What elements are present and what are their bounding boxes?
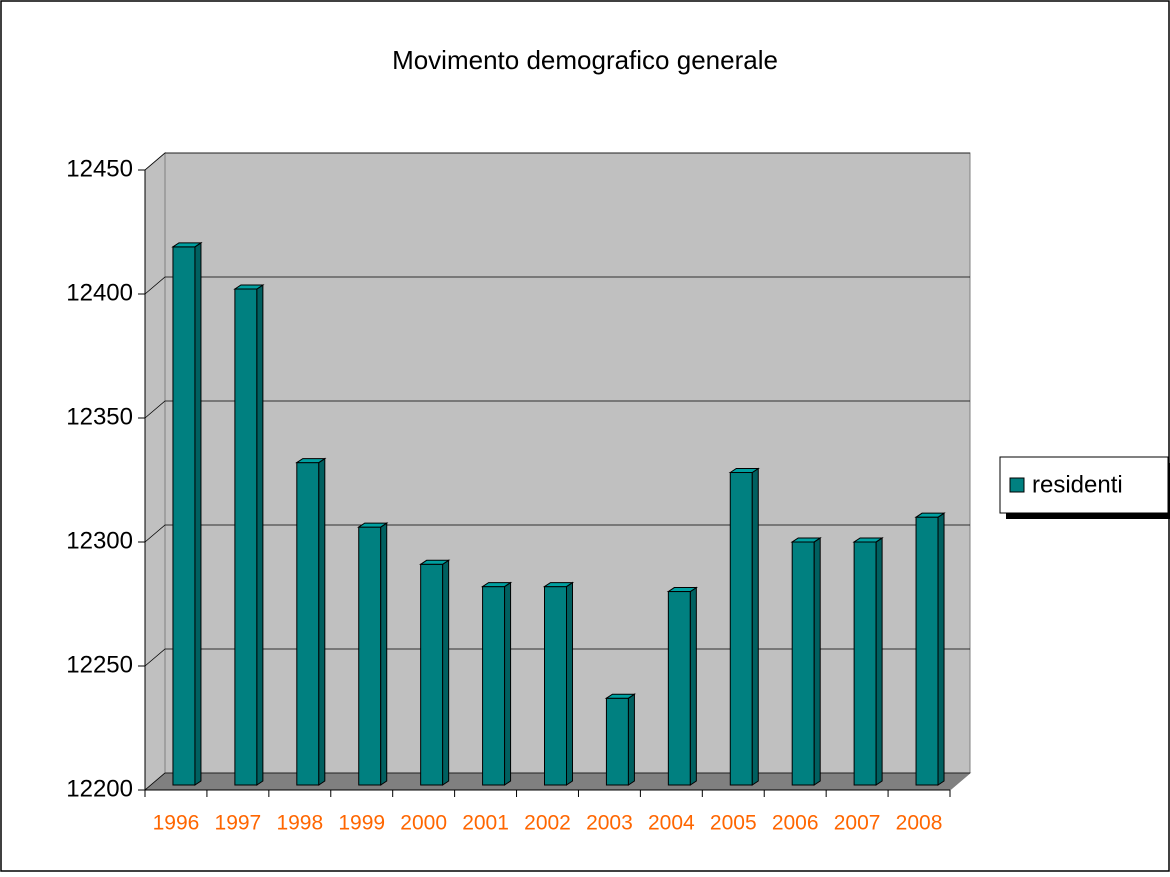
x-tick-label: 1996 <box>153 812 200 835</box>
legend: residenti <box>999 456 1170 519</box>
x-tick-label: 1998 <box>276 812 323 835</box>
x-tick-label: 2006 <box>772 812 819 835</box>
x-tick-label: 2004 <box>648 812 695 835</box>
x-tick-label: 2003 <box>586 812 633 835</box>
bar <box>853 541 877 786</box>
bar <box>605 697 629 786</box>
bar-side <box>442 559 450 786</box>
grid-line <box>144 400 970 419</box>
bar <box>358 526 382 786</box>
grid-line <box>144 152 970 171</box>
x-tick-label: 1997 <box>215 812 262 835</box>
x-tick-label: 2008 <box>896 812 943 835</box>
bar-side <box>318 457 326 786</box>
bar-top <box>790 537 822 543</box>
bar-side <box>689 586 697 786</box>
x-tick-label: 2005 <box>710 812 757 835</box>
bar <box>729 472 753 786</box>
bar-top <box>914 512 946 518</box>
bar-side <box>380 522 388 786</box>
legend-swatch <box>1009 477 1025 493</box>
y-tick-label: 12400 <box>66 279 133 306</box>
x-tick-label: 2007 <box>834 812 881 835</box>
bar-side <box>566 581 573 786</box>
bar-top <box>171 242 203 248</box>
bar <box>791 541 815 786</box>
x-tick-label: 1999 <box>338 812 385 835</box>
bar-top <box>419 559 451 565</box>
bar-side <box>937 512 945 786</box>
bar-side <box>256 284 264 786</box>
legend-label: residenti <box>1032 471 1123 498</box>
y-tick-label: 12450 <box>66 155 133 182</box>
bar-top <box>542 582 575 588</box>
y-tick-label: 12250 <box>66 651 133 678</box>
bar-top <box>604 693 637 699</box>
grid-line <box>144 772 970 791</box>
bar <box>667 591 691 786</box>
bar-top <box>852 537 884 543</box>
bar-side <box>813 537 821 786</box>
x-tick-label: 2000 <box>400 812 447 835</box>
x-tick-label: 2001 <box>462 812 509 835</box>
bar-top <box>357 522 389 528</box>
bar-side <box>504 581 512 786</box>
bar-side <box>194 241 202 786</box>
bar-top <box>480 582 513 588</box>
bar <box>234 288 258 786</box>
bar <box>296 462 320 786</box>
bar-side <box>751 467 759 786</box>
bar <box>915 516 939 786</box>
grid-line <box>144 276 970 295</box>
chart-title: Movimento demografico generale <box>392 45 778 75</box>
bar-side <box>875 537 883 786</box>
grid-line <box>144 648 970 667</box>
y-tick-label: 12350 <box>66 403 133 430</box>
bar <box>482 586 506 786</box>
side-wall <box>144 151 166 792</box>
legend-box <box>999 456 1169 514</box>
bar-top <box>728 468 760 474</box>
y-tick-label: 12200 <box>66 775 133 802</box>
bar <box>544 586 567 786</box>
bar <box>420 563 444 786</box>
bar-side <box>627 693 635 786</box>
plot-area: 12200 12250 12300 12350 12400 12450 1996 1997 19… <box>66 151 972 835</box>
y-tick-label: 12300 <box>66 527 133 554</box>
bar-top <box>666 587 698 593</box>
bar-top <box>233 284 265 290</box>
x-tick-label: 2002 <box>524 812 571 835</box>
bar-top <box>295 458 327 464</box>
grid-line <box>144 524 970 543</box>
bar <box>172 246 196 786</box>
